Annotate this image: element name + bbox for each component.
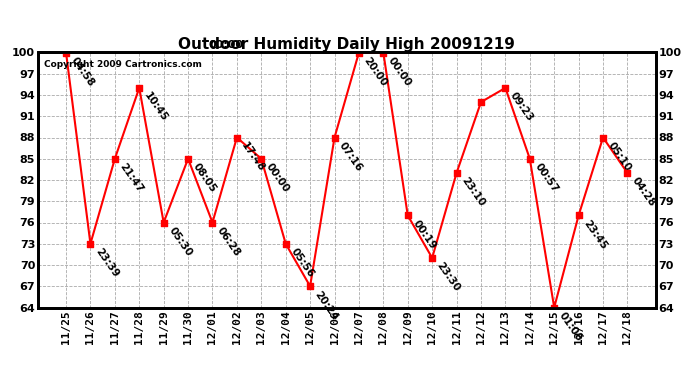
- Point: [329, 135, 340, 141]
- Point: [85, 241, 96, 247]
- Text: Copyright 2009 Cartronics.com: Copyright 2009 Cartronics.com: [44, 60, 202, 69]
- Point: [426, 255, 437, 261]
- Text: 00:00: 00:00: [264, 162, 291, 194]
- Text: 00:19: 00:19: [411, 218, 437, 251]
- Point: [475, 99, 486, 105]
- Text: 23:45: 23:45: [582, 218, 609, 251]
- Point: [183, 156, 194, 162]
- Point: [158, 219, 169, 225]
- Point: [256, 156, 267, 162]
- Text: 06:28: 06:28: [215, 225, 242, 258]
- Text: 01:06: 01:06: [557, 310, 584, 343]
- Text: 05:30: 05:30: [166, 225, 194, 258]
- Point: [524, 156, 535, 162]
- Text: 23:10: 23:10: [460, 176, 486, 209]
- Point: [622, 170, 633, 176]
- Point: [500, 85, 511, 91]
- Text: 07:16: 07:16: [337, 140, 364, 173]
- Point: [280, 241, 291, 247]
- Point: [61, 50, 72, 55]
- Point: [402, 212, 413, 218]
- Text: 20:24: 20:24: [313, 289, 340, 322]
- Text: 04:28: 04:28: [630, 176, 658, 209]
- Text: 04:58: 04:58: [69, 55, 96, 88]
- Point: [109, 156, 120, 162]
- Text: 08:05: 08:05: [191, 162, 218, 194]
- Text: 05:56: 05:56: [288, 246, 315, 279]
- Point: [207, 219, 218, 225]
- Text: 21:47: 21:47: [117, 162, 145, 195]
- Text: 00:57: 00:57: [533, 162, 560, 195]
- Point: [549, 304, 560, 310]
- Text: 05:10: 05:10: [606, 140, 633, 173]
- Text: 10:45: 10:45: [142, 91, 169, 124]
- Text: 09:23: 09:23: [508, 91, 535, 123]
- Point: [231, 135, 242, 141]
- Point: [353, 50, 364, 55]
- Text: 00:00: 00:00: [386, 55, 413, 88]
- Point: [134, 85, 145, 91]
- Point: [378, 50, 389, 55]
- Title: Outdoor Humidity Daily High 20091219: Outdoor Humidity Daily High 20091219: [178, 38, 515, 52]
- Text: 23:39: 23:39: [93, 246, 120, 279]
- Text: 20:00: 20:00: [362, 55, 389, 88]
- Text: 23:30: 23:30: [435, 261, 462, 294]
- Point: [304, 283, 315, 289]
- Text: 17:48: 17:48: [239, 140, 267, 173]
- Text: 00:00: 00:00: [208, 40, 244, 50]
- Point: [451, 170, 462, 176]
- Point: [598, 135, 609, 141]
- Point: [573, 212, 584, 218]
